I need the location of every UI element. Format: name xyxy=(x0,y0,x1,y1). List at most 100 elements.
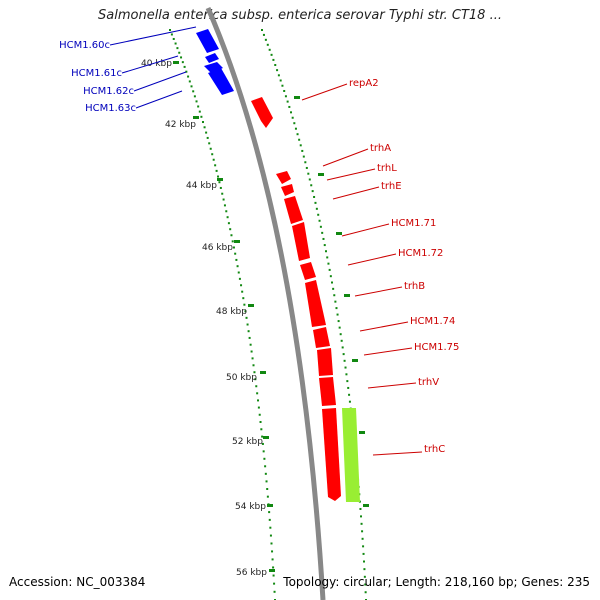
ring-dot xyxy=(201,121,204,124)
gene-HCM1.62c[interactable] xyxy=(204,62,223,73)
ring-dot xyxy=(206,136,209,139)
gene-HCM1.75[interactable] xyxy=(317,348,333,376)
ring-dot xyxy=(296,133,299,136)
ring-dot xyxy=(317,213,320,216)
ring-dot xyxy=(272,58,275,61)
ring-dot xyxy=(319,225,322,228)
ring-dot xyxy=(195,100,198,103)
ring-dot xyxy=(363,560,365,563)
ring-dot xyxy=(180,56,183,59)
gene-HCM1.72[interactable] xyxy=(300,262,316,280)
gene-trhV[interactable] xyxy=(319,377,336,406)
ring-dot xyxy=(262,33,265,36)
ring-dot xyxy=(254,378,257,381)
ring-dot xyxy=(230,234,233,237)
inner-major-tick xyxy=(234,240,240,243)
ring-dot xyxy=(363,568,366,571)
ring-dot xyxy=(266,488,269,491)
ring-dot xyxy=(209,147,212,150)
ring-dot xyxy=(183,65,186,68)
ring-dot xyxy=(302,155,305,158)
gene-HCM1.74[interactable] xyxy=(313,327,330,348)
leader-line xyxy=(326,168,376,181)
ring-dot xyxy=(364,591,367,594)
outer-major-tick xyxy=(294,96,300,99)
gene-label-right[interactable]: HCM1.75 xyxy=(414,342,459,353)
ring-dot xyxy=(335,307,338,310)
gene-HCM1.71[interactable] xyxy=(292,222,310,261)
ring-dot xyxy=(283,89,286,92)
ring-dot xyxy=(268,511,271,514)
ring-dot xyxy=(238,277,241,280)
gene-label-right[interactable]: trhB xyxy=(404,281,425,292)
red-genes xyxy=(251,97,341,501)
ring-dot xyxy=(271,550,274,553)
gene-label-right[interactable]: HCM1.71 xyxy=(391,218,436,229)
gene-label-right[interactable]: HCM1.74 xyxy=(410,316,455,327)
ring-dot xyxy=(169,29,171,31)
gene-label-right[interactable]: trhC xyxy=(424,444,445,455)
scale-ticks: 40 kbp 42 kbp 44 kbp 46 kbp 48 kbp 50 kbp 52 k… xyxy=(141,59,369,578)
ring-dot xyxy=(222,198,225,201)
gene-label-left[interactable]: HCM1.60c xyxy=(59,40,110,51)
ring-dot xyxy=(193,95,196,98)
gene-trhB[interactable] xyxy=(305,280,326,327)
scale-tick-label: 46 kbp xyxy=(202,243,233,253)
gene-HCM1.61c[interactable] xyxy=(205,53,219,63)
inner-major-tick xyxy=(248,304,254,307)
gene-trhE[interactable] xyxy=(284,196,303,224)
gene-HCM1.63c[interactable] xyxy=(208,68,234,95)
ring-dot xyxy=(223,204,226,207)
gene-trhC[interactable] xyxy=(342,408,360,502)
gene-label-right[interactable]: trhE xyxy=(381,181,402,192)
ring-dot xyxy=(360,515,363,518)
gene-label-right[interactable]: repA2 xyxy=(349,78,379,89)
ring-dot xyxy=(271,558,274,561)
gene-label-left[interactable]: HCM1.62c xyxy=(83,86,134,97)
ring-dot xyxy=(185,70,188,73)
ring-dot xyxy=(290,111,293,114)
ring-dot xyxy=(248,336,251,339)
ring-dot xyxy=(344,366,347,369)
gene-label-left[interactable]: HCM1.63c xyxy=(85,103,136,114)
ring-dot xyxy=(188,80,191,83)
ring-dot xyxy=(334,300,337,303)
gene-repA2[interactable] xyxy=(251,97,273,128)
gene-label-right[interactable]: trhL xyxy=(377,163,397,174)
ring-dot xyxy=(342,353,345,356)
ring-dot xyxy=(258,413,261,416)
scale-tick-label: 48 kbp xyxy=(216,307,247,317)
ring-dot xyxy=(301,149,304,152)
ring-dot xyxy=(198,110,201,113)
gene-red-large[interactable] xyxy=(322,408,341,501)
scale-tick-label: 52 kbp xyxy=(232,437,263,447)
gene-label-left[interactable]: HCM1.61c xyxy=(71,68,122,79)
ring-dot xyxy=(247,330,250,333)
ring-dot xyxy=(264,38,267,41)
ring-dot xyxy=(314,201,317,204)
ring-dot xyxy=(264,465,267,468)
gene-label-right[interactable]: trhV xyxy=(418,377,439,388)
outer-major-tick xyxy=(359,431,365,434)
ring-dot xyxy=(362,552,365,555)
ring-dot xyxy=(268,48,271,51)
gene-trhL[interactable] xyxy=(281,184,294,196)
ring-dot xyxy=(347,386,350,389)
blue-genes xyxy=(196,29,234,95)
gene-label-right[interactable]: trhA xyxy=(370,143,391,154)
gene-HCM1.60c[interactable] xyxy=(196,29,219,53)
ring-dot xyxy=(261,29,263,31)
scale-tick-label: 42 kbp xyxy=(165,120,196,130)
leader-line xyxy=(367,382,417,389)
gene-label-right[interactable]: HCM1.72 xyxy=(398,248,443,259)
ring-dot xyxy=(329,275,332,278)
ring-dot xyxy=(337,320,340,323)
ring-dot xyxy=(261,435,264,438)
ring-dot xyxy=(190,85,193,88)
ring-dot xyxy=(257,406,260,409)
gene-trhA[interactable] xyxy=(276,171,291,184)
leader-line xyxy=(363,347,413,356)
scale-tick-label: 40 kbp xyxy=(141,59,172,69)
ring-dot xyxy=(359,507,362,510)
green-genes xyxy=(342,408,360,502)
